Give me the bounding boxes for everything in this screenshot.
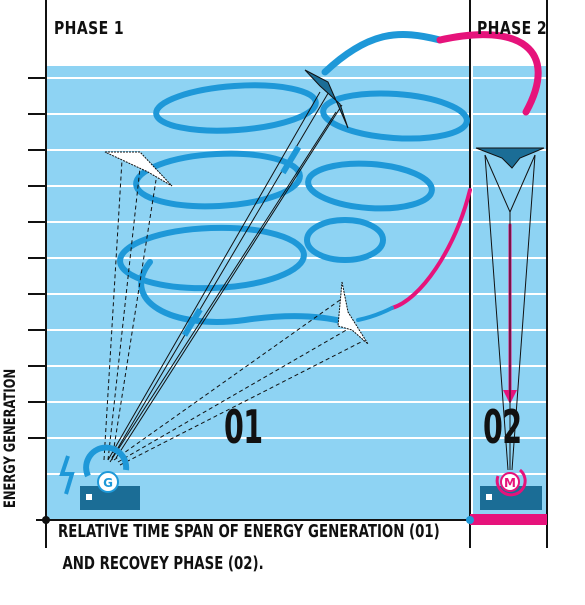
ground-station-1-window: [86, 494, 92, 500]
tether-motion-indicator: [109, 93, 333, 457]
kite-right-icon: [337, 281, 369, 345]
rotation-arrow-icon: [83, 444, 130, 478]
generator-icon: [97, 471, 119, 493]
y-axis-label: ENERGY GENERATION: [0, 368, 19, 508]
lightning-icon: [59, 455, 75, 495]
figure-caption: RELATIVE TIME SPAN OF ENERGY GENERATION …: [58, 516, 440, 580]
motor-rotation-icon: [495, 468, 527, 497]
generator-letter: G: [103, 476, 113, 490]
caption-line-1: RELATIVE TIME SPAN OF ENERGY GENERATION …: [58, 521, 440, 542]
kite-left-icon: [104, 151, 173, 187]
dashed-kite-positions: [103, 159, 366, 466]
kite-recovery-bridle: [484, 154, 536, 471]
motor-icon: [500, 472, 520, 492]
phase-boundary-dot: [466, 516, 474, 524]
kite-recovery-icon: [475, 147, 545, 169]
phase1-label: PHASE 1: [54, 18, 125, 39]
kite-top-icon: [304, 69, 349, 129]
y-axis-ticks: [28, 77, 46, 439]
caption-line-2: AND RECOVEY PHASE (02).: [62, 553, 264, 574]
phase1-number: 01: [224, 400, 263, 454]
phase2-number: 02: [483, 400, 522, 454]
ground-station-2-window: [486, 494, 492, 500]
phase2-label: PHASE 2: [477, 18, 548, 39]
recovery-duration-bar: [470, 514, 547, 525]
figure-eight-flight-path: [117, 82, 470, 325]
axes: [36, 0, 548, 548]
origin-dot: [42, 516, 50, 524]
motor-letter: M: [504, 476, 516, 490]
